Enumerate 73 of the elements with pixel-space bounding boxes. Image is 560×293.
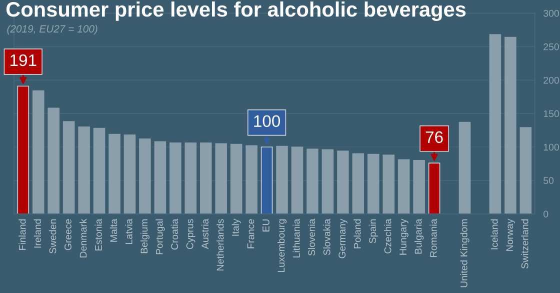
y-tick-label: 50 bbox=[544, 177, 554, 184]
x-tick-label: Germany bbox=[338, 218, 348, 258]
x-tick-label: Greece bbox=[64, 219, 72, 250]
y-tick-label: 0 bbox=[544, 210, 548, 218]
bar bbox=[291, 146, 304, 214]
bar bbox=[246, 145, 258, 214]
bar bbox=[32, 90, 44, 214]
bar bbox=[184, 142, 197, 214]
x-tick-label: Malta bbox=[110, 218, 118, 242]
bar bbox=[200, 142, 212, 214]
bar bbox=[93, 128, 106, 214]
bar bbox=[170, 142, 182, 214]
bar bbox=[382, 154, 395, 214]
data-label: 191 bbox=[10, 54, 36, 66]
y-tick-label: 250 bbox=[544, 43, 559, 50]
chart-title: Consumer price levels for alcoholic beverages bbox=[6, 1, 466, 21]
x-tick-label: Hungary bbox=[400, 218, 408, 255]
bar bbox=[489, 34, 502, 214]
x-tick-label: Netherlands bbox=[216, 219, 224, 270]
x-tick-label: Bulgaria bbox=[414, 218, 424, 254]
x-tick-label: Portugal bbox=[156, 219, 165, 254]
x-tick-label: Croatia bbox=[170, 218, 178, 250]
bar bbox=[276, 146, 288, 214]
data-label: 100 bbox=[254, 115, 280, 128]
x-tick-label: Estonia bbox=[94, 218, 102, 250]
bar bbox=[108, 134, 120, 214]
bar bbox=[48, 108, 60, 214]
x-tick-label: Spain bbox=[368, 219, 378, 244]
bar bbox=[306, 148, 318, 214]
bar bbox=[124, 134, 136, 214]
x-tick-label: EU bbox=[262, 220, 270, 232]
data-label: 76 bbox=[426, 131, 443, 144]
bar bbox=[367, 154, 380, 214]
x-tick-label: Ireland bbox=[34, 219, 41, 248]
y-tick-label: 300 bbox=[544, 10, 559, 17]
bar bbox=[322, 149, 334, 214]
x-tick-label: Sweden bbox=[49, 219, 56, 254]
bar bbox=[504, 36, 516, 214]
text: (2019, EU27 = 100) bbox=[7, 24, 98, 35]
x-tick-label: Belgium bbox=[140, 219, 150, 254]
x-tick-label: France bbox=[247, 219, 254, 248]
x-tick-label: Switzerland bbox=[521, 219, 528, 269]
bar bbox=[458, 122, 471, 214]
bar bbox=[413, 160, 425, 214]
x-tick-label: Slovenia bbox=[308, 218, 316, 256]
x-tick-label: Lithuania bbox=[292, 218, 300, 258]
bar bbox=[352, 153, 364, 214]
y-tick-label: 100 bbox=[544, 144, 559, 151]
bar bbox=[520, 127, 532, 214]
x-tick-label: Romania bbox=[430, 218, 437, 257]
bar bbox=[78, 126, 90, 214]
x-tick-label: United Kingdom bbox=[460, 219, 470, 288]
x-tick-label: Luxembourg bbox=[277, 219, 287, 272]
bar bbox=[62, 121, 75, 214]
y-tick-label: 200 bbox=[544, 76, 559, 84]
x-tick-label: Denmark bbox=[80, 218, 87, 258]
x-tick-label: Cyprus bbox=[186, 219, 196, 250]
x-tick-label: Poland bbox=[354, 219, 361, 248]
x-tick-label: Slovakia bbox=[323, 218, 330, 256]
bar bbox=[230, 144, 242, 214]
bar bbox=[398, 159, 410, 214]
bar bbox=[215, 143, 228, 214]
bar bbox=[154, 141, 166, 214]
bar bbox=[337, 150, 349, 214]
y-tick-label: 150 bbox=[544, 110, 559, 118]
x-tick-label: Czechia bbox=[384, 218, 392, 254]
x-tick-label: Latvia bbox=[125, 218, 132, 244]
x-tick-label: Italy bbox=[232, 218, 241, 236]
x-tick-label: Finland bbox=[18, 219, 26, 250]
x-tick-label: Norway bbox=[506, 218, 515, 251]
bar bbox=[139, 138, 151, 214]
x-tick-label: Austria bbox=[201, 218, 208, 249]
x-tick-label: Iceland bbox=[490, 219, 498, 250]
